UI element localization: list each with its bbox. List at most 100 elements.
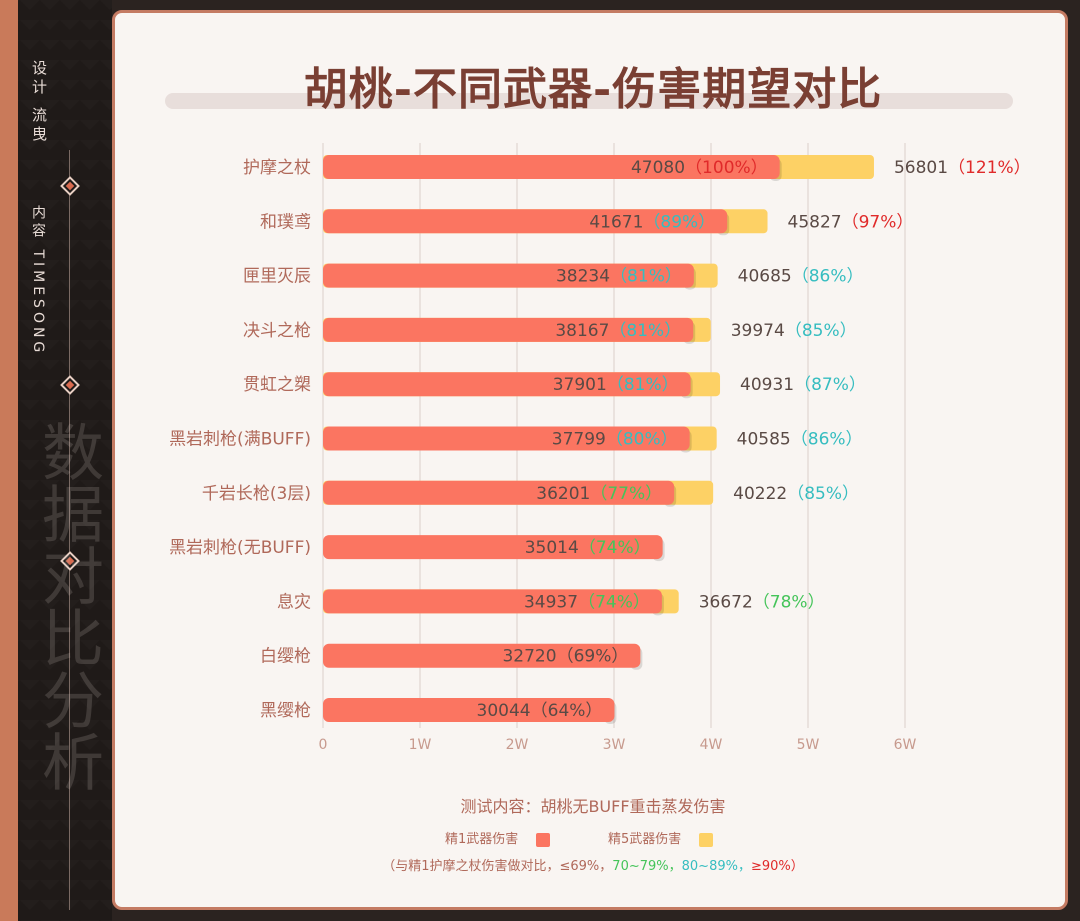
- test-content-note: 测试内容：胡桃无BUFF重击蒸发伤害: [460, 797, 726, 816]
- legend-r1: 精1武器伤害: [445, 828, 551, 847]
- timeline-diamond-icon: [60, 176, 80, 196]
- r1-data-label: 36201（77%）: [536, 484, 662, 504]
- r1-value: 36201: [536, 484, 590, 504]
- category-label: 和璞鸢: [260, 212, 311, 232]
- r5-percent: （86%）: [791, 430, 863, 450]
- r5-value: 45827: [788, 212, 842, 232]
- r5-value: 36672: [699, 592, 753, 612]
- comparison-note: （与精1护摩之杖伤害做对比，≤69%，70~79%，80~89%，≥90%）: [115, 855, 1065, 874]
- sidebar-watermark: 数据对比分析: [31, 420, 104, 792]
- sidebar-timeline: [69, 150, 70, 910]
- r1-value: 32720: [502, 647, 556, 667]
- bar-r1: [323, 317, 694, 342]
- r1-percent: （81%）: [610, 267, 682, 287]
- r1-percent: （100%）: [685, 158, 768, 178]
- bar-r1: [323, 589, 662, 614]
- r5-percent: （121%）: [948, 158, 1031, 178]
- legend-r1-label: 精1武器伤害: [445, 832, 519, 847]
- sidebar-mid-text: 内容 TIMESONG: [30, 205, 46, 357]
- legend-r1-swatch: [536, 832, 551, 847]
- r1-value: 30044: [477, 701, 531, 721]
- r1-percent: （74%）: [578, 592, 650, 612]
- bar-r1: [323, 209, 728, 234]
- compare-le69: ≤69%，: [559, 859, 613, 874]
- r1-percent: （77%）: [590, 484, 662, 504]
- r1-value: 35014: [525, 538, 579, 558]
- bar-r1: [323, 480, 675, 505]
- category-label: 护摩之杖: [243, 158, 311, 178]
- r1-data-label: 37799（80%）: [552, 430, 678, 450]
- r5-percent: （87%）: [794, 375, 866, 395]
- r1-data-label: 37901（81%）: [553, 375, 679, 395]
- x-tick-label: 3W: [603, 737, 626, 753]
- r1-percent: （80%）: [606, 430, 678, 450]
- r5-data-label: 40931（87%）: [740, 375, 866, 395]
- r1-percent: （74%）: [579, 538, 651, 558]
- r5-data-label: 40222（85%）: [733, 484, 859, 504]
- r1-data-label: 38167（81%）: [555, 321, 681, 341]
- r5-value: 56801: [894, 158, 948, 178]
- r1-value: 37901: [553, 375, 607, 395]
- sidebar-top-text: 设计 流曳: [30, 60, 48, 145]
- sidebar-accent: [0, 0, 18, 921]
- legend-r5: 精5武器伤害: [608, 828, 714, 847]
- r5-percent: （78%）: [753, 592, 825, 612]
- bar-r1: [323, 535, 663, 560]
- category-label: 贯虹之槊: [243, 375, 311, 395]
- r5-data-label: 36672（78%）: [699, 592, 825, 612]
- category-label: 匣里灭辰: [243, 267, 311, 287]
- r1-value: 41671: [589, 212, 643, 232]
- r1-data-label: 30044（64%）: [477, 701, 603, 721]
- r1-value: 38167: [555, 321, 609, 341]
- r1-data-label: 47080（100%）: [631, 158, 768, 178]
- compare-70-79: 70~79%，: [612, 859, 682, 874]
- r1-percent: （64%）: [531, 701, 603, 721]
- category-label: 息灾: [277, 592, 311, 612]
- x-tick-label: 4W: [700, 737, 723, 753]
- r1-value: 34937: [524, 592, 578, 612]
- bar-r1: [323, 698, 615, 722]
- r1-percent: （89%）: [643, 212, 715, 232]
- r1-data-label: 34937（74%）: [524, 592, 650, 612]
- r1-percent: （81%）: [607, 375, 679, 395]
- r5-value: 40685: [738, 267, 792, 287]
- bar-r1: [323, 643, 641, 668]
- x-tick-label: 0: [319, 737, 328, 753]
- r1-percent: （69%）: [557, 647, 629, 667]
- r1-data-label: 38234（81%）: [556, 267, 682, 287]
- r5-percent: （97%）: [842, 212, 914, 232]
- x-tick-label: 6W: [894, 737, 917, 753]
- category-label: 黑缨枪: [260, 701, 311, 721]
- r5-percent: （86%）: [792, 267, 864, 287]
- x-tick-label: 2W: [506, 737, 529, 753]
- r5-percent: （85%）: [787, 484, 859, 504]
- category-label: 黑岩刺枪(满BUFF): [169, 430, 311, 450]
- r5-value: 40585: [737, 430, 791, 450]
- compare-ge90: ≥90%）: [750, 859, 804, 874]
- r5-data-label: 40585（86%）: [737, 430, 863, 450]
- category-label: 黑岩刺枪(无BUFF): [169, 538, 311, 558]
- r1-data-label: 32720（69%）: [502, 647, 628, 667]
- r1-value: 37799: [552, 430, 606, 450]
- bar-r1: [323, 263, 694, 288]
- bar-chart: 0 1W 2W 3W 4W 5W 6W 护摩之杖 47080（100%） 56801（121%） 和…: [169, 143, 1031, 753]
- r1-data-label: 41671（89%）: [589, 212, 715, 232]
- chart-title: 胡桃-不同武器-伤害期望对比: [303, 64, 883, 115]
- category-label: 白缨枪: [260, 647, 311, 667]
- bar-r1: [323, 372, 691, 397]
- r5-data-label: 40685（86%）: [738, 267, 864, 287]
- sidebar: 设计 流曳 内容 TIMESONG 数据对比分析: [0, 0, 112, 921]
- chart-card: 胡桃-不同武器-伤害期望对比 0 1W 2W 3W 4W 5W 6W 护摩之杖 47080（10…: [112, 10, 1068, 910]
- bar-r1: [323, 155, 780, 179]
- r1-value: 47080: [631, 158, 685, 178]
- r5-data-label: 39974（85%）: [731, 321, 857, 341]
- legend-r5-swatch: [699, 832, 714, 847]
- legend-r5-label: 精5武器伤害: [608, 832, 682, 847]
- r5-data-label: 45827（97%）: [788, 212, 914, 232]
- r1-value: 38234: [556, 267, 610, 287]
- timeline-diamond-icon: [60, 375, 80, 395]
- title-underline: [165, 93, 1013, 109]
- r5-value: 40931: [740, 375, 794, 395]
- r5-value: 40222: [733, 484, 787, 504]
- category-label: 决斗之枪: [243, 321, 311, 341]
